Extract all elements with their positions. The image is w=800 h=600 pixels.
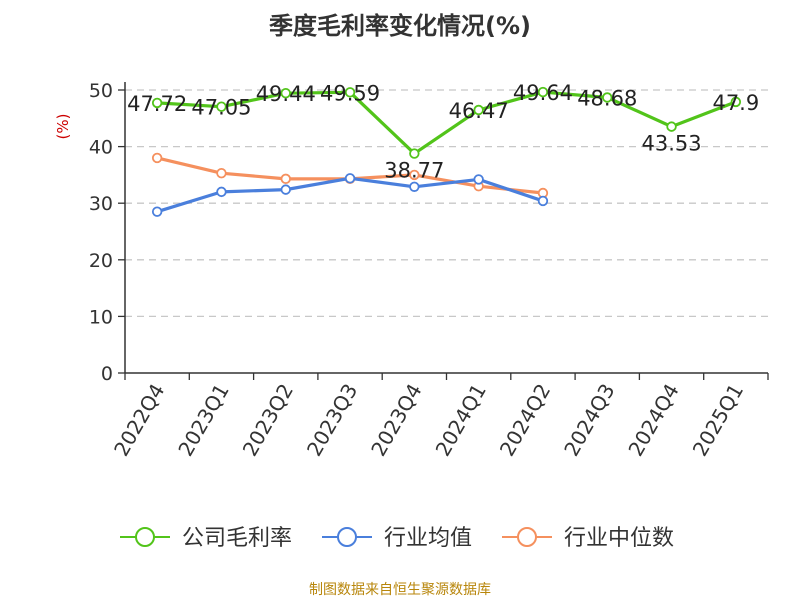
data-label: 49.59 xyxy=(320,81,380,105)
data-point xyxy=(344,87,356,98)
x-tick-label: 2024Q4 xyxy=(623,380,683,461)
y-tick-label: 10 xyxy=(89,306,113,328)
data-point xyxy=(473,104,484,116)
data-label: 38.77 xyxy=(384,159,444,183)
x-tick-label: 2022Q4 xyxy=(109,380,169,461)
x-tick-label: 2024Q3 xyxy=(559,380,619,461)
data-point xyxy=(409,148,420,159)
data-label: 49.64 xyxy=(513,81,573,105)
data-point xyxy=(602,92,613,103)
data-point xyxy=(409,169,420,181)
data-point xyxy=(537,86,549,98)
data-label: 43.53 xyxy=(641,132,701,156)
source-note: 制图数据来自恒生聚源数据库 xyxy=(309,582,491,598)
x-tick-label: 2023Q1 xyxy=(173,380,233,461)
x-tick-label: 2023Q2 xyxy=(238,380,298,461)
legend-label: 行业中位数 xyxy=(564,526,674,551)
chart-title: 季度毛利率变化情况(%) xyxy=(269,12,531,40)
x-tick-label: 2023Q4 xyxy=(366,380,426,461)
legend-marker xyxy=(517,527,537,547)
data-point xyxy=(216,168,227,179)
legend-label: 行业均值 xyxy=(384,526,472,551)
data-point xyxy=(730,96,742,108)
data-point xyxy=(216,186,227,198)
legend: 公司毛利率 行业均值 行业中位数 xyxy=(120,526,674,551)
y-tick-label: 0 xyxy=(101,363,113,385)
y-axis-label: (%) xyxy=(54,114,72,140)
data-label: 48.68 xyxy=(577,86,637,110)
data-point xyxy=(666,121,677,132)
series-layer xyxy=(151,86,742,217)
data-label: 47.05 xyxy=(191,96,251,120)
y-tick-label: 20 xyxy=(89,250,113,272)
data-point xyxy=(473,174,484,185)
x-tick-label: 2024Q2 xyxy=(495,380,555,461)
y-tick-label: 40 xyxy=(89,137,113,159)
data-label: 49.44 xyxy=(256,82,316,106)
x-tick-label: 2024Q1 xyxy=(431,380,491,461)
legend-marker xyxy=(337,527,357,547)
data-point xyxy=(151,97,163,109)
data-point xyxy=(344,173,356,184)
data-point xyxy=(151,206,163,217)
data-label: 47.72 xyxy=(127,92,187,116)
data-label: 46.47 xyxy=(449,99,509,123)
y-tick-label: 50 xyxy=(89,80,113,102)
data-point xyxy=(280,184,291,195)
x-tick-label: 2023Q3 xyxy=(302,380,362,461)
data-point xyxy=(280,173,291,185)
y-tick-label: 30 xyxy=(89,193,113,215)
data-point xyxy=(216,101,227,112)
series-line xyxy=(157,90,737,156)
legend-marker xyxy=(135,527,155,547)
legend-label: 公司毛利率 xyxy=(182,526,292,551)
data-label: 47.9 xyxy=(712,91,759,115)
data-point xyxy=(280,87,291,99)
data-point xyxy=(409,181,420,192)
data-point xyxy=(537,195,549,207)
data-point xyxy=(151,152,163,164)
x-tick-label: 2025Q1 xyxy=(688,380,748,461)
